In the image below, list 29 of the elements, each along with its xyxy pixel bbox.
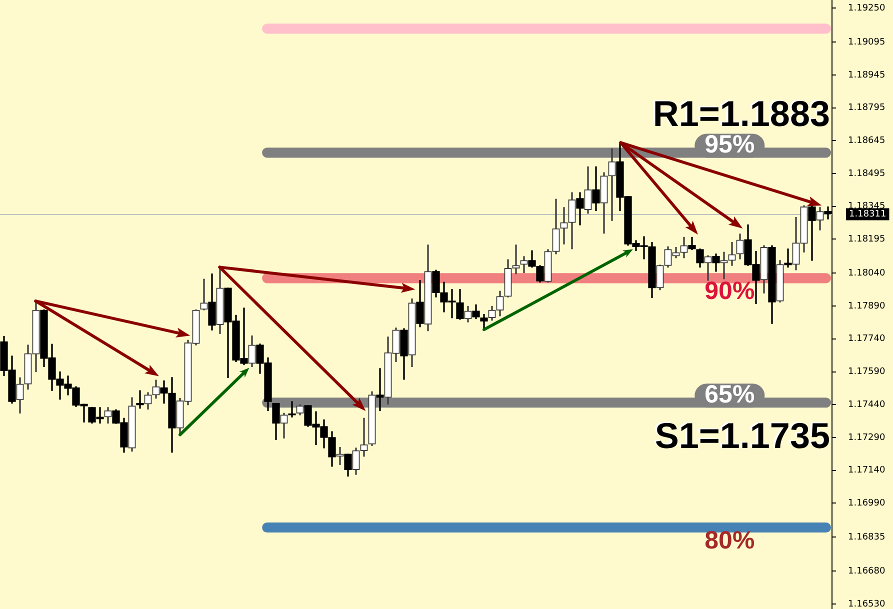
candlestick [608,148,616,221]
y-tick-label: 1.17440 [848,400,886,410]
y-tick-label: 1.18040 [848,268,886,279]
candlestick [560,207,568,244]
band-label: 65% [704,380,755,409]
y-tick-label: 1.18495 [848,168,886,179]
candlestick [720,252,728,280]
y-tick-label: 1.17140 [848,466,886,476]
y-tick-label: 1.18945 [848,70,886,80]
y-tick-label: 1.16680 [848,566,886,576]
candlestick [136,390,144,409]
band-label: 90% [704,277,755,306]
y-tick-label: 1.18645 [848,136,886,146]
y-tick-label: 1.16530 [848,599,886,609]
y-tick-label: 1.17740 [848,334,886,344]
y-tick-label: 1.17890 [848,301,886,312]
y-tick-label: 1.16835 [848,532,886,542]
candlestick [376,368,384,412]
y-tick-label: 1.19095 [848,37,886,48]
y-tick-label: 1.17290 [848,432,886,443]
y-tick-label: 1.16990 [848,498,886,509]
ref-line-label: 1.18311 [849,210,886,220]
y-tick-label: 1.18795 [848,103,886,114]
y-tick-label: 1.18195 [848,234,886,245]
y-tick-label: 1.19250 [848,3,886,14]
y-tick-label: 1.17590 [848,367,886,378]
annotation: S1=1.1735 [654,415,830,456]
candlestick [200,278,208,310]
band-label: 80% [704,526,755,554]
